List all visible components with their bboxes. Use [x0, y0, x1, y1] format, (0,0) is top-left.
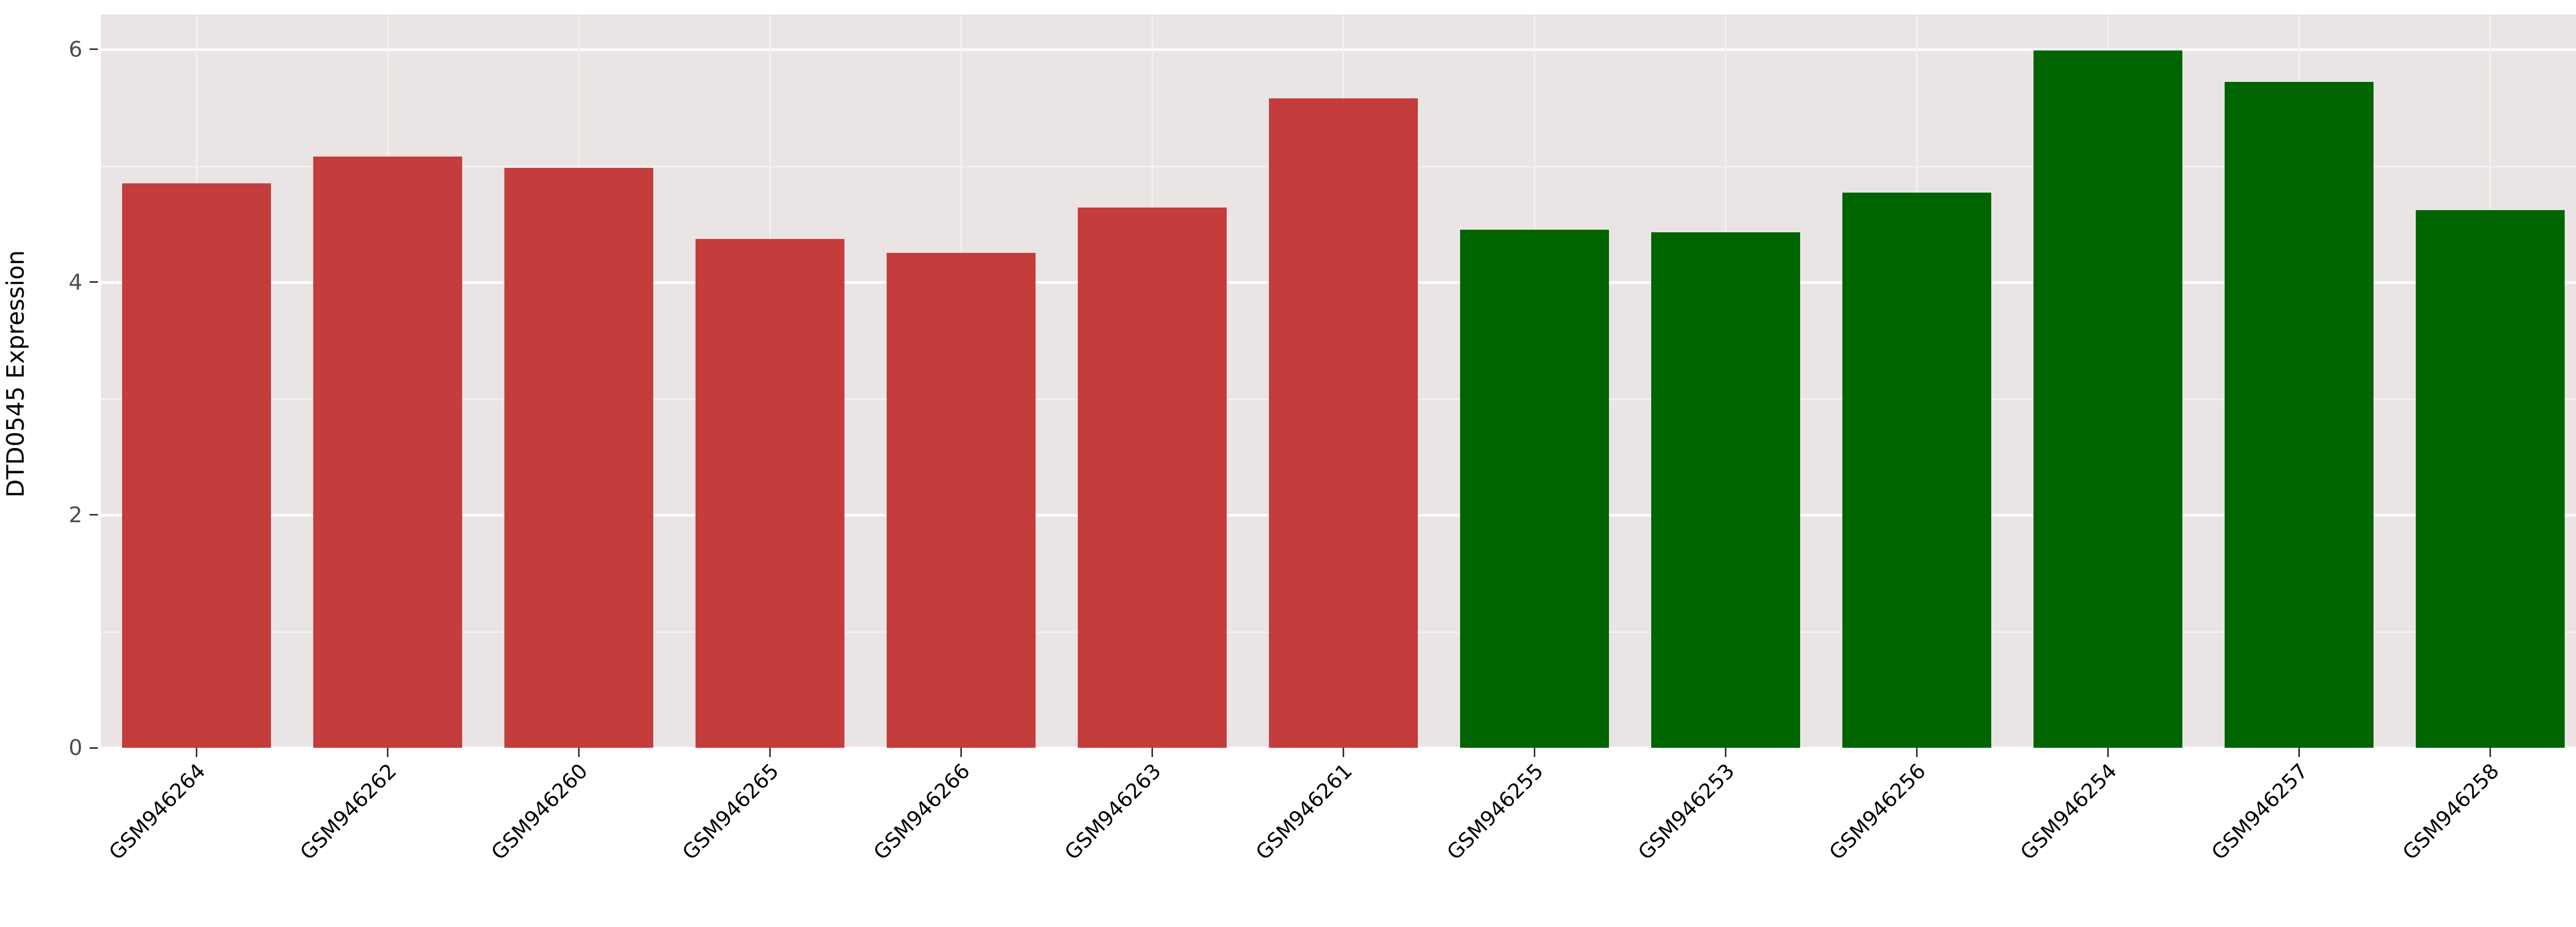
bar-slot [483, 14, 674, 748]
x-axis-label: GSM946254 [2015, 759, 2122, 865]
x-axis-tick-mark [960, 748, 962, 757]
x-axis-tick-mark [1343, 748, 1344, 757]
y-axis-tick-mark [90, 281, 98, 283]
x-axis-tick [1821, 748, 2012, 758]
x-axis-tick [483, 748, 674, 758]
x-axis-tick [674, 748, 866, 758]
bar-series [101, 14, 2576, 748]
x-axis-label: GSM946262 [295, 759, 401, 865]
x-axis-label: GSM946261 [1251, 759, 1357, 865]
x-axis-tick [1057, 748, 1248, 758]
x-axis-tick-mark [578, 748, 580, 757]
x-axis-tick-mark [1725, 748, 1726, 757]
bar-slot [674, 14, 866, 748]
bar [1651, 232, 1801, 748]
x-axis-tick [1248, 748, 1439, 758]
bar [313, 156, 463, 748]
x-axis-label-slot: GSM946261 [1248, 758, 1439, 927]
bar [2224, 82, 2374, 748]
x-axis-tick-mark [2298, 748, 2300, 757]
x-axis-label-slot: GSM946260 [483, 758, 674, 927]
x-axis-tick [101, 748, 292, 758]
gridline-major [101, 48, 2576, 51]
bar-slot [1057, 14, 1248, 748]
x-axis-label: GSM946264 [104, 759, 210, 865]
x-axis-label-slot: GSM946256 [1821, 758, 2012, 927]
x-axis-tick-mark [2107, 748, 2109, 757]
x-axis-tick-mark [769, 748, 771, 757]
x-axis-label: GSM946265 [677, 759, 784, 865]
bar [2415, 210, 2565, 748]
x-axis-tick-mark [1151, 748, 1153, 757]
y-axis-tick-mark [90, 747, 98, 749]
x-axis-label-slot: GSM946264 [101, 758, 292, 927]
x-axis-label: GSM946263 [1060, 759, 1166, 865]
x-axis-ticks [101, 748, 2576, 758]
bar-slot [1439, 14, 1630, 748]
x-axis-label: GSM946258 [2398, 759, 2504, 865]
x-axis-tick [2204, 748, 2395, 758]
x-axis-label: GSM946256 [1824, 759, 1930, 865]
bar-slot [1630, 14, 1821, 748]
gridline-major [101, 747, 2576, 749]
x-axis-tick-mark [2489, 748, 2491, 757]
x-axis-tick-mark [1916, 748, 1918, 757]
x-axis-tick-mark [387, 748, 388, 757]
x-axis-label-slot: GSM946266 [866, 758, 1057, 927]
x-axis-tick [2395, 748, 2576, 758]
bar [1077, 208, 1227, 748]
y-axis-tick-mark [90, 48, 98, 50]
x-axis-tick-mark [196, 748, 197, 757]
bar [1460, 230, 1609, 748]
bar-slot [2395, 14, 2576, 748]
x-axis-label-slot: GSM946257 [2204, 758, 2395, 927]
bar-slot [1248, 14, 1439, 748]
y-axis-tick-mark [90, 514, 98, 516]
x-axis-label-slot: GSM946258 [2395, 758, 2576, 927]
x-axis-label: GSM946255 [1442, 759, 1548, 865]
x-axis-labels: GSM946264 GSM946262 GSM946260 GSM946265 GSM9… [101, 758, 2576, 927]
plot-panel [101, 14, 2576, 749]
x-axis-label: GSM946253 [1633, 759, 1739, 865]
bar-slot [866, 14, 1057, 748]
x-axis-label-slot: GSM946255 [1439, 758, 1630, 927]
x-axis-label: GSM946257 [2207, 759, 2313, 865]
bar [1268, 98, 1418, 748]
x-axis-label: GSM946260 [486, 759, 592, 865]
bar [2033, 50, 2183, 748]
bar [504, 168, 654, 748]
bar-slot [101, 14, 292, 748]
bar-slot [2204, 14, 2395, 748]
bar [886, 253, 1036, 748]
bar [695, 239, 845, 748]
x-axis-tick [2012, 748, 2204, 758]
bar [1842, 192, 1992, 748]
bar-slot [292, 14, 483, 748]
x-axis-label-slot: GSM946263 [1057, 758, 1248, 927]
bar-slot [2012, 14, 2204, 748]
x-axis-label-slot: GSM946265 [674, 758, 866, 927]
x-axis-tick-mark [1534, 748, 1535, 757]
bar-slot [1821, 14, 2012, 748]
x-axis-tick [292, 748, 483, 758]
x-axis-label-slot: GSM946253 [1630, 758, 1821, 927]
x-axis-label: GSM946266 [869, 759, 975, 865]
x-axis-tick [1439, 748, 1630, 758]
bar [122, 183, 272, 748]
x-axis-label-slot: GSM946262 [292, 758, 483, 927]
x-axis-label-slot: GSM946254 [2012, 758, 2204, 927]
x-axis-tick [1630, 748, 1821, 758]
x-axis-tick [866, 748, 1057, 758]
